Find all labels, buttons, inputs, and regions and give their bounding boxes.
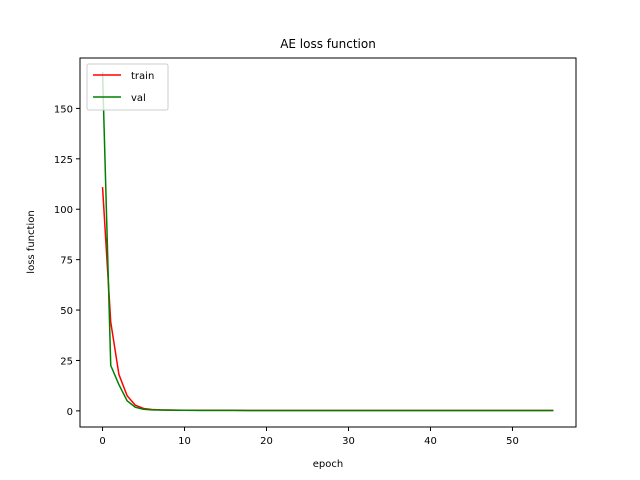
y-axis-label: loss function <box>26 210 37 273</box>
plot-frame <box>79 57 577 428</box>
y-tick-label: 0 <box>67 407 73 418</box>
x-tick-label: 20 <box>260 436 273 447</box>
x-tick-label: 0 <box>99 436 105 447</box>
series-line-val <box>101 72 554 412</box>
x-tick-label: 40 <box>424 436 437 447</box>
y-tick-label: 25 <box>60 356 73 367</box>
y-axis-ticks: 0 25 50 75 100 125 150 <box>54 104 80 418</box>
y-tick-label: 150 <box>54 104 73 115</box>
x-tick-label: 50 <box>506 436 519 447</box>
y-tick-label: 50 <box>60 306 73 317</box>
legend-label-train: train <box>131 71 154 82</box>
x-tick-label: 10 <box>178 436 191 447</box>
y-tick-label: 75 <box>60 256 73 267</box>
y-tick-label: 125 <box>54 155 73 166</box>
legend: train val <box>86 63 169 111</box>
chart-title: AE loss function <box>280 37 376 51</box>
series-lines <box>101 72 554 412</box>
x-tick-label: 30 <box>342 436 355 447</box>
y-tick-label: 100 <box>54 205 73 216</box>
x-axis-ticks: 0 10 20 30 40 50 <box>99 427 519 447</box>
x-axis-label: epoch <box>313 459 343 470</box>
legend-box <box>86 63 169 111</box>
legend-label-val: val <box>131 93 146 104</box>
